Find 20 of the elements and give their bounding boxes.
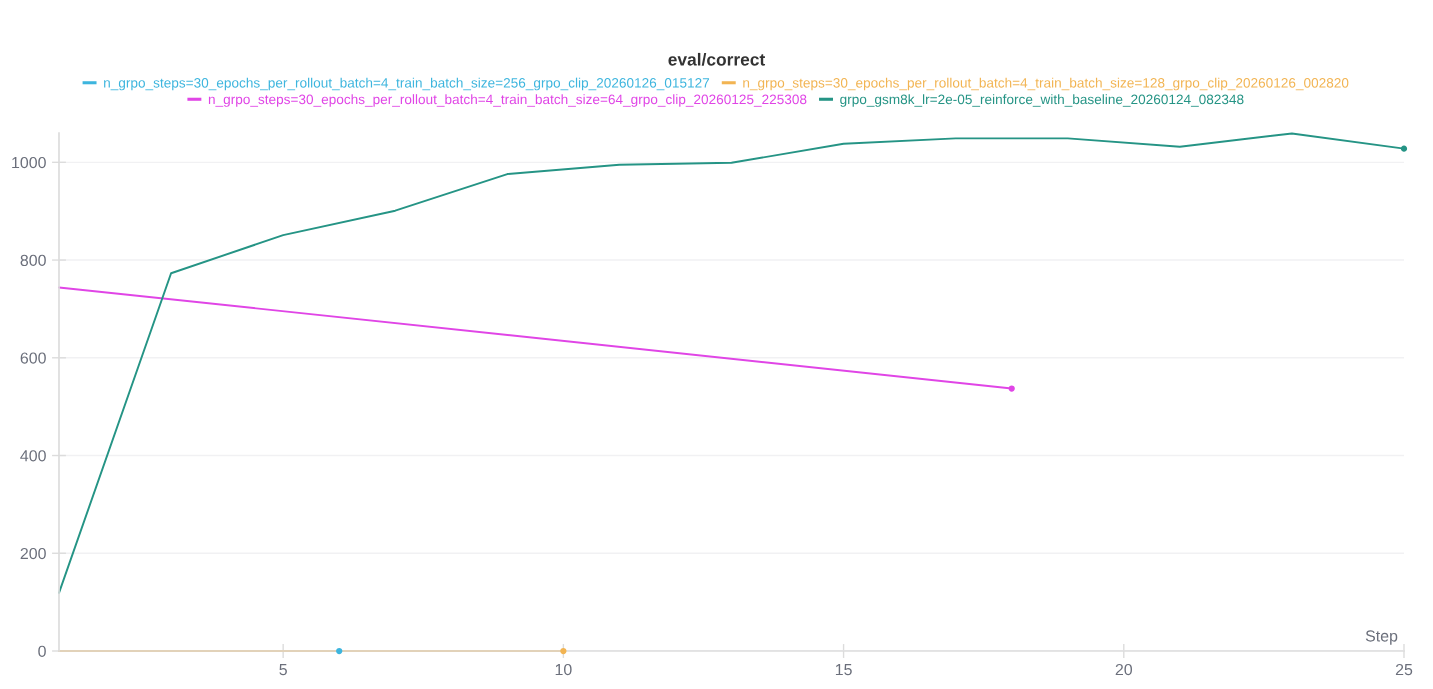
legend-label: grpo_gsm8k_lr=2e-05_reinforce_with_baseline_20260124_082348 <box>840 94 1244 107</box>
y-tick-label: 600 <box>20 352 46 364</box>
y-tick-label: 1000 <box>12 156 46 169</box>
x-axis-title: Step <box>1365 630 1398 645</box>
point <box>560 647 567 655</box>
y-tick-label: 800 <box>20 254 46 266</box>
y-tick-label: 200 <box>20 547 46 560</box>
y-tick-label: 400 <box>20 450 46 462</box>
x-tick-label: 15 <box>835 664 852 676</box>
y-tick-label: 0 <box>38 645 46 657</box>
legend-label: n_grpo_steps=30_epochs_per_rollout_batch=4_train_batch_size=256_grpo_clip_20260126_015127 <box>104 77 710 91</box>
x-tick-label: 25 <box>1395 663 1413 676</box>
point <box>1400 145 1408 152</box>
point <box>1008 385 1015 392</box>
legend-label: n_grpo_steps=30_epochs_per_rollout_batch=4_train_batch_size=64_grpo_clip_20260125_225308 <box>208 94 807 107</box>
chart-title: eval/correct <box>668 52 766 66</box>
x-tick-label: 20 <box>1115 663 1133 676</box>
x-tick-label: 5 <box>279 664 287 676</box>
x-tick-label: 10 <box>555 663 572 676</box>
legend-label: n_grpo_steps=30_epochs_per_rollout_batch=4_train_batch_size=128_grpo_clip_20260126_002820 <box>743 77 1349 91</box>
